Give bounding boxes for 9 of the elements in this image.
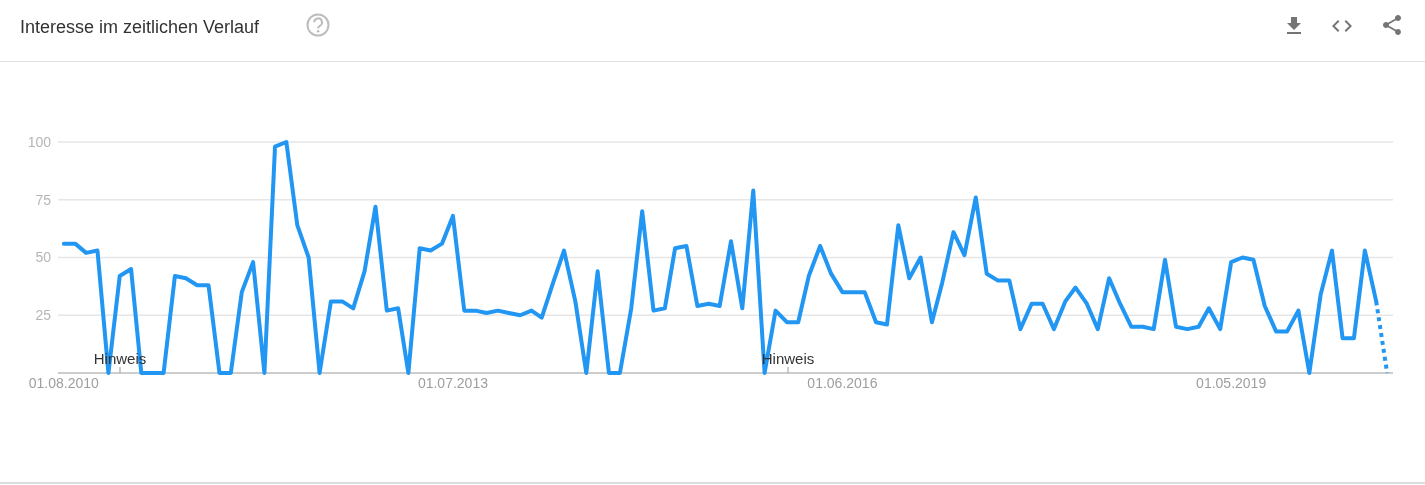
y-tick-label: 100 bbox=[27, 133, 52, 150]
x-tick-label: 01.08.2010 bbox=[28, 375, 100, 391]
x-tick-label: 01.05.2019 bbox=[1196, 375, 1267, 391]
y-tick-label: 75 bbox=[35, 191, 52, 208]
chart-title: Interesse im zeitlichen Verlauf bbox=[20, 17, 261, 37]
x-tick-label: 01.06.2016 bbox=[807, 375, 878, 391]
y-tick-label: 50 bbox=[35, 249, 52, 266]
y-tick-label: 25 bbox=[35, 307, 52, 324]
x-tick-label: 01.07.2013 bbox=[417, 375, 489, 391]
